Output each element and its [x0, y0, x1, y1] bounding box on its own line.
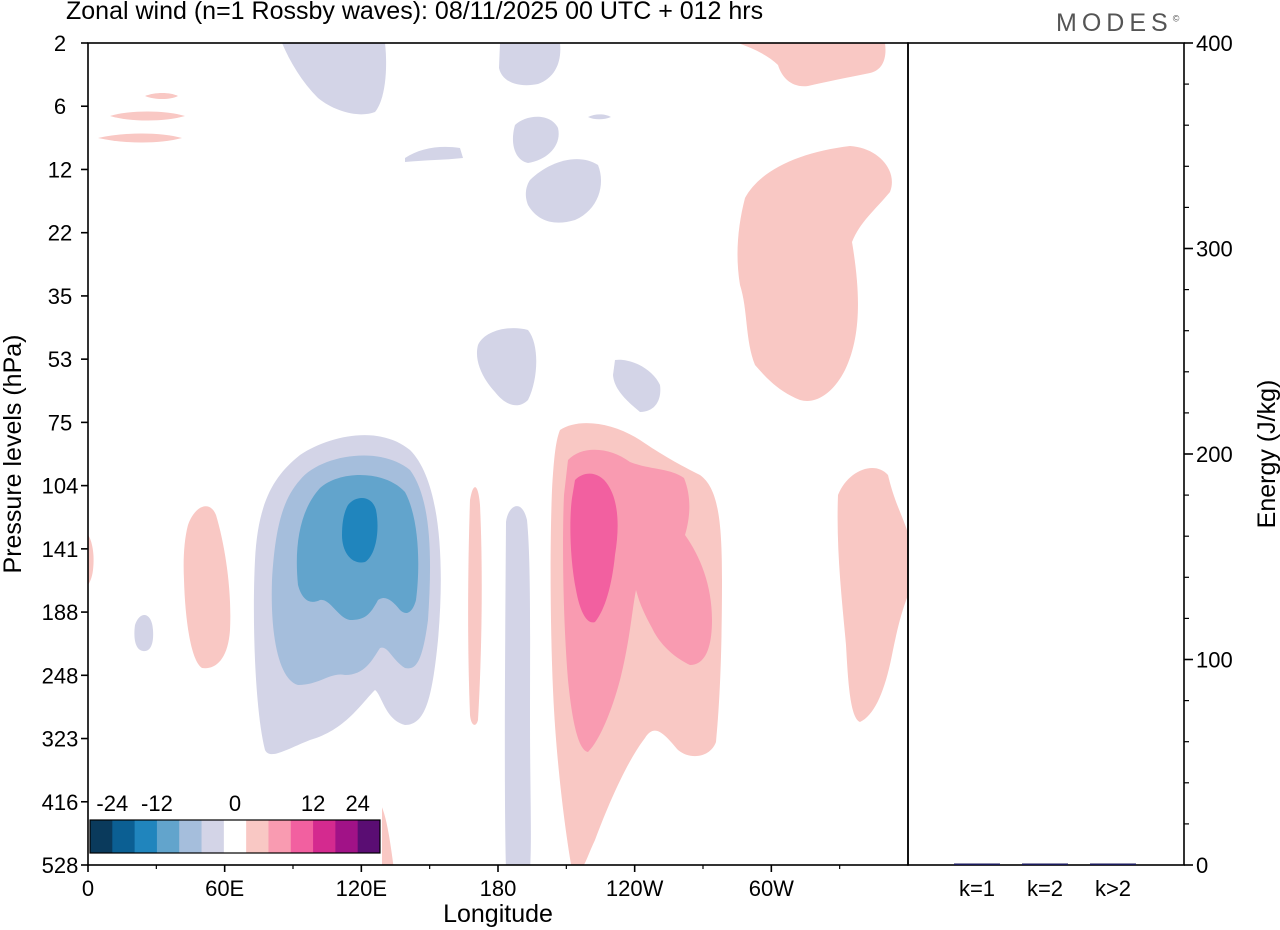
- colorbar-swatch: [112, 820, 136, 853]
- colorbar-swatch: [223, 820, 247, 853]
- energy-category-label: k=2: [1027, 876, 1063, 901]
- pos-contour-streak-b: [110, 111, 185, 121]
- neg-contour-blob-a: [512, 116, 559, 163]
- neg-contour-dot: [588, 114, 611, 120]
- neg-contour-main-core: [342, 498, 378, 563]
- energy-category-label: k=1: [959, 876, 995, 901]
- colorbar-swatch: [179, 820, 202, 853]
- pressure-tick-label: 248: [42, 663, 79, 688]
- logo-mark: ©: [1172, 13, 1180, 24]
- pressure-tick-label: 53: [48, 347, 72, 372]
- neg-contour-mid-a: [476, 328, 537, 406]
- pos-contour-top-right: [738, 43, 886, 87]
- energy-axis-label: Energy (J/kg): [1253, 380, 1280, 529]
- longitude-axis: 0 60E 120E 180 120W 60W: [82, 865, 841, 901]
- colorbar-swatch: [90, 820, 113, 853]
- x-axis-label: Longitude: [443, 900, 553, 928]
- energy-frame: [907, 42, 1185, 866]
- longitude-tick-label: 120E: [336, 876, 387, 901]
- colorbar-swatch: [268, 820, 292, 853]
- pressure-tick-label: 2: [54, 31, 66, 56]
- pos-contour-edge-blob: [88, 535, 94, 585]
- pos-contour-left-blob: [183, 506, 231, 669]
- pos-contour-thin-column: [468, 487, 482, 725]
- colorbar-swatch: [134, 820, 158, 853]
- colorbar-swatch: [335, 820, 359, 853]
- energy-axis: 0 100 200 300 400: [1184, 31, 1233, 878]
- energy-tick-label: 100: [1196, 648, 1233, 673]
- pressure-tick-label: 6: [54, 94, 66, 119]
- energy-tick-label: 0: [1196, 853, 1208, 878]
- colorbar-swatch: [290, 820, 314, 853]
- pressure-tick-label: 141: [42, 537, 79, 562]
- pressure-tick-label: 35: [48, 284, 72, 309]
- longitude-tick-label: 60E: [205, 876, 244, 901]
- pressure-tick-label: 12: [48, 157, 72, 182]
- neg-contour-streak: [405, 146, 463, 162]
- pos-contour-right-top: [737, 146, 892, 401]
- longitude-tick-label: 60W: [749, 876, 794, 901]
- energy-tick-label: 400: [1196, 31, 1233, 56]
- pos-contour-main-inner: [570, 473, 618, 623]
- neg-contour-top-left: [282, 43, 387, 115]
- colorbar: -24 -12 0 12 24: [88, 785, 382, 865]
- pos-contour-streak-a: [145, 93, 178, 99]
- pos-contour-right-side: [837, 467, 908, 722]
- longitude-tick-label: 0: [82, 876, 94, 901]
- colorbar-label: -12: [141, 791, 173, 816]
- pressure-axis: 2 6 12 22 35 53 75 104 141 188 248 323 416 528: [42, 31, 88, 878]
- pos-contour-streak-c: [98, 133, 182, 143]
- pressure-tick-label: 188: [42, 600, 79, 625]
- energy-tick-label: 200: [1196, 442, 1233, 467]
- colorbar-label: 24: [345, 791, 369, 816]
- modes-logo: MODES©: [1056, 9, 1179, 38]
- chart-title: Zonal wind (n=1 Rossby waves): 08/11/202…: [66, 0, 764, 25]
- colorbar-swatch: [357, 820, 381, 853]
- colorbar-swatch: [201, 820, 225, 853]
- y-axis-label: Pressure levels (hPa): [0, 335, 27, 574]
- colorbar-label: 0: [229, 791, 241, 816]
- colorbar-label: 12: [301, 791, 325, 816]
- energy-bars: k=1 k=2 k>2: [954, 863, 1136, 901]
- colorbar-swatch: [156, 820, 180, 853]
- contour-field: [88, 43, 908, 865]
- pressure-tick-label: 416: [42, 790, 79, 815]
- logo-text: MODES: [1056, 9, 1173, 37]
- pressure-tick-label: 75: [48, 410, 72, 435]
- neg-contour-west-blob: [134, 614, 154, 652]
- energy-bar: [954, 863, 1000, 865]
- colorbar-swatch: [246, 820, 269, 853]
- colorbar-frame: [89, 819, 381, 854]
- longitude-tick-label: 180: [480, 876, 517, 901]
- colorbar-label: -24: [96, 791, 128, 816]
- neg-contour-180-column: [504, 506, 531, 865]
- neg-contour-top-180: [499, 43, 561, 86]
- neg-contour-blob-b: [525, 159, 602, 223]
- energy-tick-label: 300: [1196, 237, 1233, 262]
- pressure-tick-label: 323: [42, 727, 79, 752]
- energy-bar: [1022, 863, 1068, 865]
- neg-contour-mid-b: [613, 359, 661, 412]
- longitude-tick-label: 120W: [606, 876, 664, 901]
- pressure-tick-label: 528: [42, 853, 79, 878]
- energy-bar: [1090, 863, 1136, 865]
- pressure-tick-label: 104: [42, 474, 79, 499]
- energy-category-label: k>2: [1095, 876, 1131, 901]
- colorbar-swatch: [313, 820, 336, 853]
- pressure-tick-label: 22: [48, 221, 72, 246]
